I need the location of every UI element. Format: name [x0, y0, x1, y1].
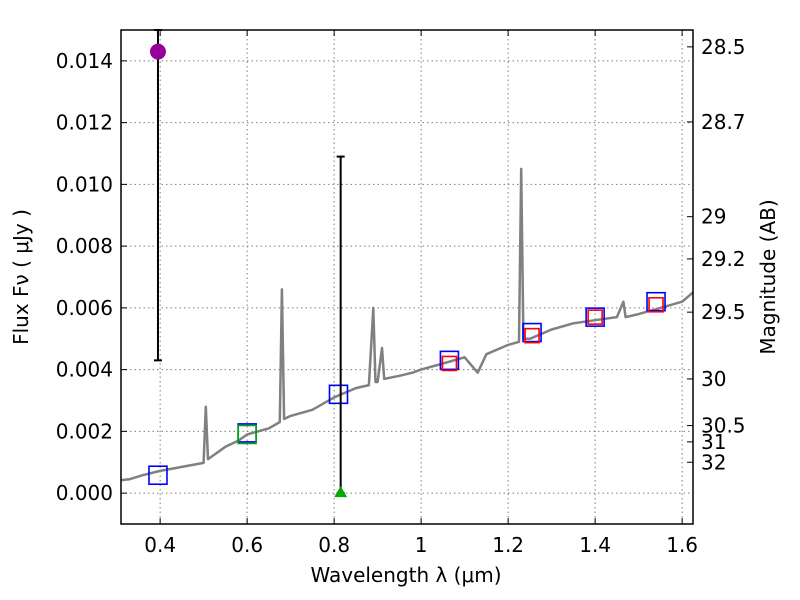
right-tick-label: 32 — [701, 450, 726, 474]
y-tick-label: 0.012 — [56, 111, 113, 135]
data-marker — [441, 355, 458, 372]
data-marker — [524, 327, 540, 344]
series — [148, 291, 666, 486]
right-tick-label: 29.5 — [701, 300, 746, 324]
y-tick-label: 0.004 — [56, 358, 113, 382]
y-tick-label: 0.008 — [56, 234, 113, 258]
y-tick-label: 0.014 — [56, 49, 113, 73]
y-axis-label: Flux Fν ( μJy ) — [9, 209, 33, 345]
data-marker — [328, 384, 349, 405]
data-marker — [648, 296, 664, 313]
x-tick-label: 1.4 — [579, 533, 611, 557]
y-tick-label: 0.010 — [56, 172, 113, 196]
right-tick-label: 28.7 — [701, 110, 746, 134]
spectrum-line — [120, 167, 694, 482]
data-marker — [439, 350, 460, 371]
y-tick-label: 0.002 — [56, 419, 113, 443]
y-tick-label: 0.000 — [56, 481, 113, 505]
x-tick-label: 0.4 — [144, 533, 176, 557]
plot-frame — [120, 29, 694, 525]
right-tick-label: 31 — [701, 430, 726, 454]
x-tick-label: 1.2 — [492, 533, 524, 557]
plot-area — [120, 29, 694, 498]
grid — [121, 30, 693, 524]
right-tick-label: 29.2 — [701, 247, 746, 271]
series — [441, 296, 664, 372]
right-tick-label: 30 — [701, 367, 726, 391]
data-marker — [148, 465, 168, 486]
data-marker — [646, 291, 666, 312]
data-marker — [522, 322, 542, 343]
x-tick-label: 1.6 — [666, 533, 698, 557]
data-marker — [237, 424, 257, 445]
data-marker — [334, 486, 348, 498]
series — [237, 424, 257, 445]
x-tick-label: 0.8 — [318, 533, 350, 557]
x-tick-label: 0.6 — [231, 533, 263, 557]
right-tick-label: 29 — [701, 205, 726, 229]
y-axis: 0.000 0.002 0.004 0.006 0.008 0.010 0.012 0.014 — [56, 49, 127, 505]
right-tick-label: 28.5 — [701, 35, 746, 59]
data-marker — [149, 43, 166, 60]
right-axis-label: Magnitude (AB) — [756, 199, 780, 354]
right-tick-label: 30.5 — [701, 414, 746, 438]
data-marker — [585, 307, 605, 327]
series — [120, 167, 694, 482]
series — [149, 29, 166, 362]
series — [334, 155, 348, 498]
x-axis: 0.4 0.6 0.8 1 1.2 1.4 1.6 — [144, 30, 698, 557]
x-tick-label: 1 — [415, 533, 428, 557]
y-tick-label: 0.006 — [56, 296, 113, 320]
data-marker — [587, 309, 603, 325]
x-axis-label: Wavelength λ (μm) — [310, 563, 501, 587]
